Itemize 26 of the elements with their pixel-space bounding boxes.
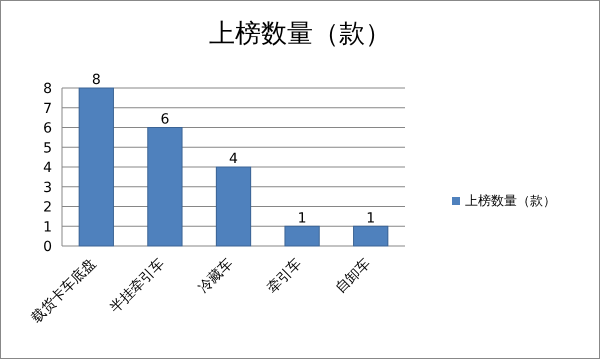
chart-title: 上榜数量（款） — [209, 19, 391, 49]
bar — [78, 88, 114, 246]
data-label: 6 — [160, 112, 170, 128]
bar — [353, 226, 388, 246]
bar — [216, 166, 252, 246]
y-tick-label: 0 — [43, 239, 52, 255]
y-tick-label: 7 — [43, 100, 52, 117]
x-tick-label: 载货卡车底盘 — [28, 256, 100, 326]
data-label: 8 — [92, 72, 101, 88]
y-tick-label: 6 — [43, 120, 52, 136]
y-tick-label: 1 — [43, 219, 52, 236]
bar — [284, 226, 320, 246]
y-tick-label: 5 — [43, 140, 52, 156]
data-label: 1 — [366, 210, 376, 226]
x-tick-label: 半挂牵引车 — [106, 256, 168, 316]
bar — [147, 127, 183, 246]
data-label: 4 — [229, 151, 238, 167]
data-label: 1 — [298, 210, 307, 226]
y-tick-label: 2 — [43, 200, 52, 216]
y-tick-label: 8 — [43, 81, 52, 97]
y-tick-label: 4 — [43, 160, 52, 176]
x-tick-label: 牵引车 — [264, 256, 305, 297]
y-tick-label: 3 — [43, 180, 52, 196]
legend-label: 上榜数量（款） — [465, 194, 556, 209]
x-tick-label: 冷藏车 — [195, 256, 236, 297]
x-tick-label: 自卸车 — [332, 256, 374, 297]
